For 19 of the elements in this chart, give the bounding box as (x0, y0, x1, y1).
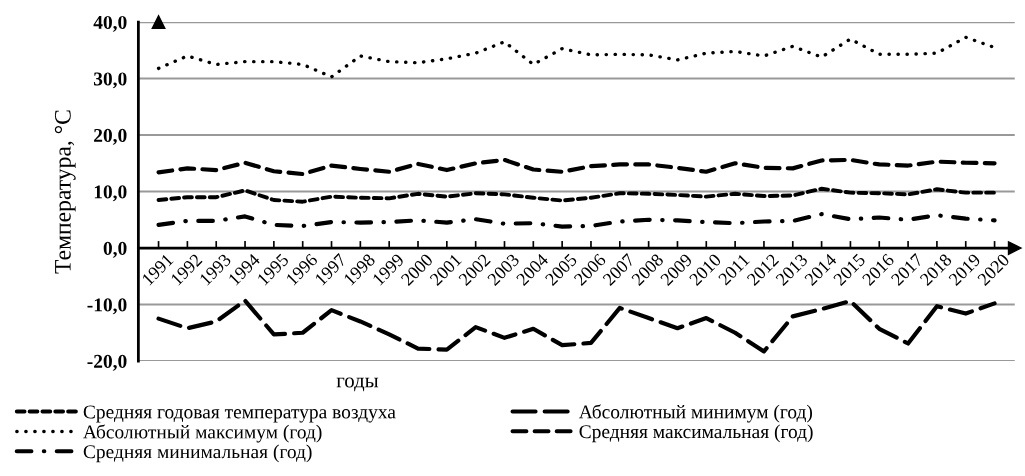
legend-label: Абсолютный максимум (год) (83, 424, 322, 443)
line-series (156, 157, 997, 177)
legend-label: Средняя минимальная (год) (83, 444, 312, 463)
y-tick-label: -10,0 (87, 298, 127, 315)
y-tick-label: 20,0 (94, 128, 127, 145)
legend-label: Средняя максимальная (год) (579, 424, 813, 443)
y-tick-label: 30,0 (93, 72, 127, 89)
line-series (156, 298, 997, 354)
y-tick-label: 40,0 (93, 15, 127, 32)
legend-label: Средняя годовая температура воздуха (83, 405, 396, 423)
y-tick-label: 10,0 (94, 185, 127, 202)
y-tick-label: -20,0 (87, 354, 127, 371)
line-series (156, 186, 997, 204)
y-axis-title: Температура, °C (54, 110, 76, 274)
y-tick-label: 0,0 (103, 241, 127, 258)
legend-label: Абсолютный минимум (год) (578, 404, 813, 423)
x-axis-title: годы (336, 377, 379, 392)
line-series (156, 212, 997, 229)
x-tick-label: 1991 (141, 253, 174, 286)
